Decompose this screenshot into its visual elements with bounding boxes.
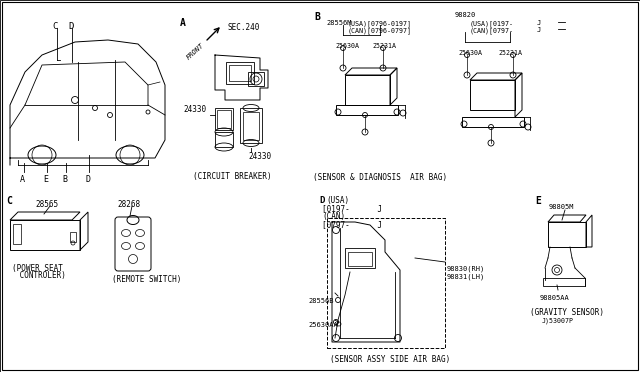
Text: J: J bbox=[537, 20, 541, 26]
Bar bbox=[543, 278, 585, 286]
Text: 25630AA: 25630AA bbox=[308, 322, 338, 328]
Text: [0197-      J: [0197- J bbox=[322, 204, 382, 213]
Text: D: D bbox=[319, 196, 324, 205]
Bar bbox=[215, 132, 233, 147]
Text: (CAN): (CAN) bbox=[322, 212, 345, 221]
Bar bbox=[345, 75, 390, 105]
Text: 98805AA: 98805AA bbox=[540, 295, 570, 301]
Text: C: C bbox=[52, 22, 58, 31]
Text: A: A bbox=[180, 18, 186, 28]
Bar bbox=[240, 108, 262, 143]
Text: 28565: 28565 bbox=[35, 200, 58, 209]
Text: 24330: 24330 bbox=[248, 152, 271, 161]
Bar bbox=[215, 108, 233, 130]
Text: D: D bbox=[85, 175, 90, 184]
Text: J)53007P: J)53007P bbox=[542, 317, 574, 324]
Text: (POWER SEAT: (POWER SEAT bbox=[12, 264, 63, 273]
Text: (REMOTE SWITCH): (REMOTE SWITCH) bbox=[112, 275, 181, 284]
Bar bbox=[226, 62, 254, 84]
Text: (CIRCUIT BREAKER): (CIRCUIT BREAKER) bbox=[193, 172, 271, 181]
Text: 98831(LH): 98831(LH) bbox=[447, 273, 485, 279]
Text: (GRAVITY SENSOR): (GRAVITY SENSOR) bbox=[530, 308, 604, 317]
Text: CONTROLER): CONTROLER) bbox=[15, 271, 66, 280]
Text: B: B bbox=[62, 175, 67, 184]
Text: (SENSOR ASSY SIDE AIR BAG): (SENSOR ASSY SIDE AIR BAG) bbox=[330, 355, 451, 364]
Text: 98805M: 98805M bbox=[549, 204, 575, 210]
Bar bbox=[243, 112, 259, 140]
Text: (CAN)[0796-0797]: (CAN)[0796-0797] bbox=[348, 27, 412, 34]
Bar bbox=[348, 252, 372, 266]
Bar bbox=[70, 232, 76, 242]
Bar bbox=[470, 80, 515, 110]
Text: [0797-      J: [0797- J bbox=[322, 220, 382, 229]
Text: 24330: 24330 bbox=[183, 105, 206, 114]
Text: E: E bbox=[535, 196, 541, 206]
Text: 28556B: 28556B bbox=[308, 298, 333, 304]
Bar bbox=[217, 110, 231, 128]
Text: B: B bbox=[314, 12, 320, 22]
Bar bbox=[229, 65, 251, 81]
Text: 25231A: 25231A bbox=[498, 50, 522, 56]
Text: 25630A: 25630A bbox=[335, 43, 359, 49]
Text: SEC.240: SEC.240 bbox=[227, 23, 259, 32]
Text: (USA)[0197-: (USA)[0197- bbox=[470, 20, 514, 27]
Text: 25630A: 25630A bbox=[458, 50, 482, 56]
Text: FRONT: FRONT bbox=[185, 42, 205, 61]
Text: 98830(RH): 98830(RH) bbox=[447, 265, 485, 272]
Text: A: A bbox=[20, 175, 25, 184]
Text: 28268: 28268 bbox=[117, 200, 140, 209]
Text: 98820: 98820 bbox=[455, 12, 476, 18]
Bar bbox=[13, 224, 21, 244]
Text: 28556M: 28556M bbox=[326, 20, 351, 26]
Text: (SENSOR & DIAGNOSIS  AIR BAG): (SENSOR & DIAGNOSIS AIR BAG) bbox=[313, 173, 447, 182]
Bar bbox=[327, 218, 445, 348]
Bar bbox=[548, 222, 586, 247]
Bar bbox=[248, 72, 264, 86]
Text: D: D bbox=[68, 22, 74, 31]
Bar bbox=[345, 248, 375, 268]
Text: (CAN)[0797-: (CAN)[0797- bbox=[470, 27, 514, 34]
Text: E: E bbox=[43, 175, 48, 184]
Text: C: C bbox=[6, 196, 12, 206]
Bar bbox=[10, 220, 80, 250]
Text: 25231A: 25231A bbox=[372, 43, 396, 49]
Text: (USA): (USA) bbox=[326, 196, 349, 205]
Text: J: J bbox=[537, 27, 541, 33]
Text: (USA)[0796-0197]: (USA)[0796-0197] bbox=[348, 20, 412, 27]
